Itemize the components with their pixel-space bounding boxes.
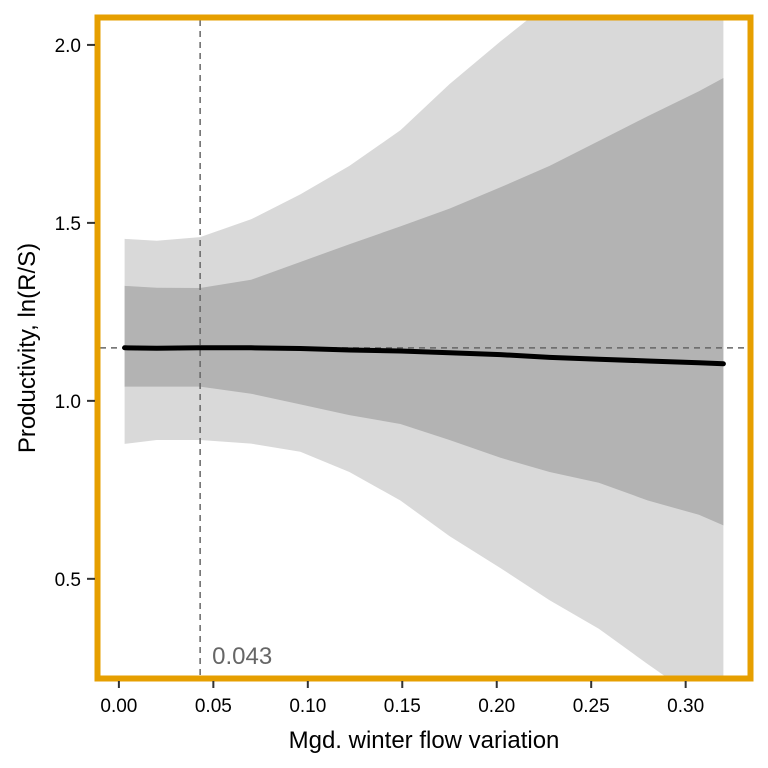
x-tick-label: 0.10 — [289, 696, 326, 717]
x-tick-label: 0.15 — [384, 696, 421, 717]
x-axis-title: Mgd. winter flow variation — [289, 727, 560, 754]
y-tick-label: 1.0 — [55, 392, 81, 413]
y-tick-label: 1.5 — [55, 214, 81, 235]
x-tick-label: 0.30 — [667, 696, 704, 717]
y-tick-label: 2.0 — [55, 36, 81, 57]
x-axis: 0.00 0.05 0.10 0.15 0.20 0.25 0.30 — [100, 681, 704, 717]
y-tick-label: 0.5 — [55, 570, 81, 591]
x-tick-label: 0.25 — [573, 696, 610, 717]
median-line — [122, 345, 726, 367]
x-tick-label: 0.05 — [195, 696, 232, 717]
plot-area — [100, 20, 748, 676]
y-axis-title: Productivity, ln(R/S) — [14, 243, 41, 453]
vertical-line-annotation: 0.043 — [212, 643, 272, 670]
x-tick-label: 0.00 — [100, 696, 137, 717]
y-axis: 0.5 1.0 1.5 2.0 — [55, 36, 95, 591]
x-tick-label: 0.20 — [478, 696, 515, 717]
panel-border — [94, 14, 754, 682]
inner-credible-band — [124, 78, 724, 526]
